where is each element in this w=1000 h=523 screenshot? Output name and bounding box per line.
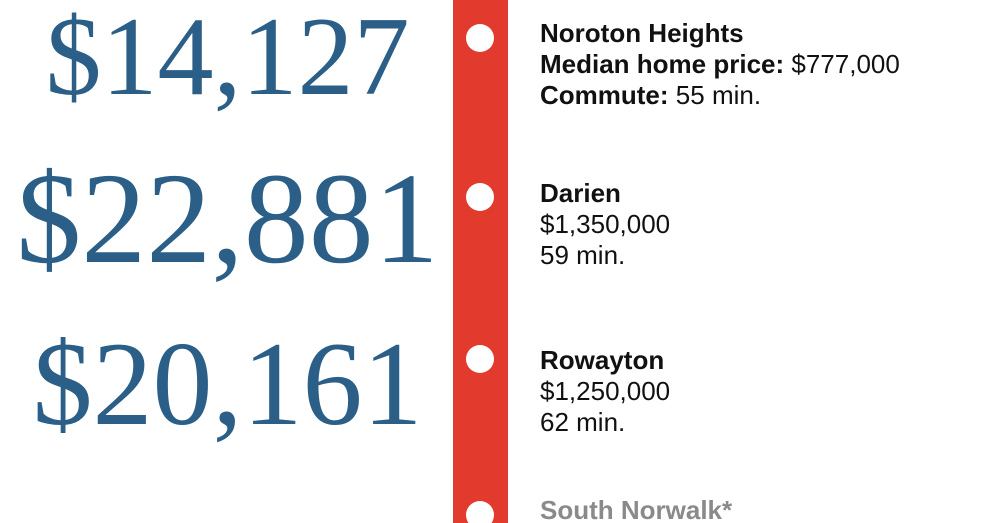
station-dot-rowayton-icon — [466, 345, 494, 373]
rail-line — [453, 0, 508, 523]
station-name: Rowayton — [540, 345, 665, 375]
station-name: South Norwalk* — [540, 495, 733, 523]
big-number-noroton-heights: $14,127 — [45, 0, 410, 119]
median-home-price-label: Median home price: — [540, 49, 785, 79]
commute-line: Commute: 55 min. — [540, 80, 900, 111]
big-number-darien: $22,881 — [16, 147, 439, 291]
station-info-noroton-heights: Noroton Heights Median home price: $777,… — [540, 18, 900, 111]
median-home-price-value: $1,350,000 — [540, 209, 671, 239]
commute-value: 62 min. — [540, 407, 626, 437]
median-home-price-line: Median home price: $777,000 — [540, 49, 900, 80]
station-dot-noroton-heights-icon — [466, 24, 494, 52]
station-name: Darien — [540, 178, 621, 208]
commute-value: 55 min. — [675, 80, 762, 110]
commute-value: 59 min. — [540, 240, 626, 270]
median-home-price-value: $777,000 — [791, 49, 900, 79]
station-info-south-norwalk: South Norwalk* — [540, 495, 732, 523]
station-dot-darien-icon — [466, 183, 494, 211]
station-dot-south-norwalk-icon — [466, 501, 494, 523]
station-name: Noroton Heights — [540, 18, 744, 48]
commute-label: Commute: — [540, 80, 669, 110]
median-home-price-value: $1,250,000 — [540, 376, 671, 406]
station-info-darien: Darien $1,350,000 59 min. — [540, 178, 670, 271]
station-info-rowayton: Rowayton $1,250,000 62 min. — [540, 345, 670, 438]
big-number-rowayton: $20,161 — [32, 317, 423, 450]
